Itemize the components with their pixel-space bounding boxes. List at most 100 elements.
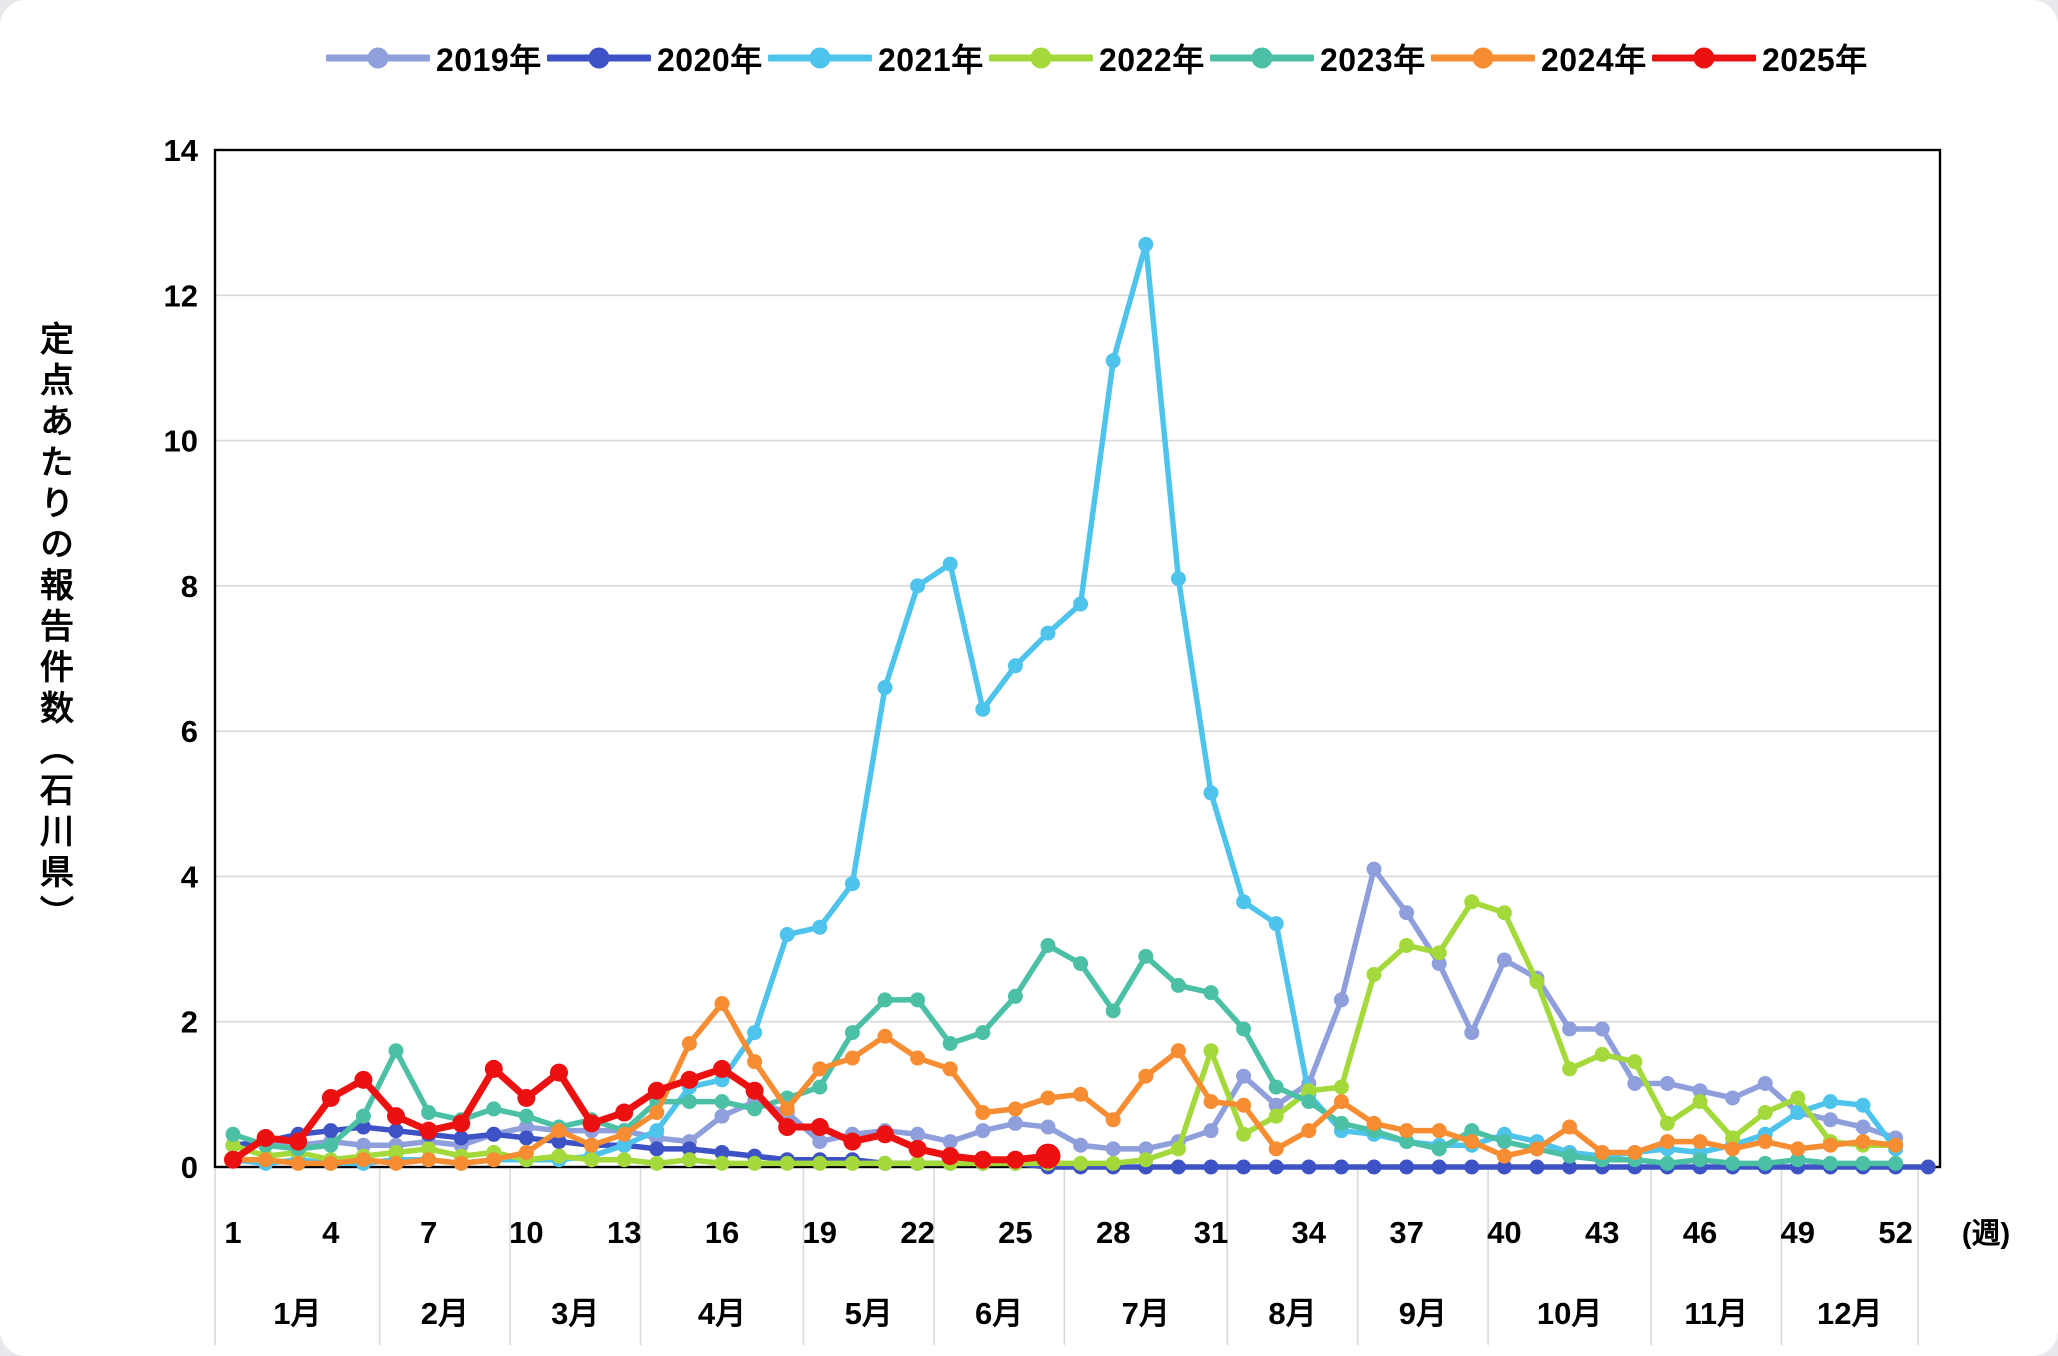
data-point-2020年-w53: [1920, 1159, 1936, 1175]
data-point-2020年-w9: [486, 1126, 502, 1142]
data-point-2023年-w16: [714, 1094, 730, 1110]
data-point-2025年-w14: [647, 1081, 666, 1100]
data-point-2023年-w20: [844, 1025, 860, 1041]
data-point-2022年-w1: [225, 1137, 241, 1153]
data-point-2020年-w5: [355, 1119, 371, 1135]
month-label-2月: 2月: [421, 1296, 469, 1331]
legend-item-2019年: 2019年: [326, 36, 542, 80]
data-point-2024年-w39: [1464, 1134, 1480, 1150]
data-point-2023年-w46: [1692, 1152, 1708, 1168]
data-point-2024年-w42: [1562, 1119, 1578, 1135]
data-point-2022年-w16: [714, 1155, 730, 1171]
data-point-2021年-w32: [1236, 894, 1252, 910]
x-week-label-46: 46: [1683, 1215, 1717, 1250]
month-label-5月: 5月: [845, 1296, 893, 1331]
data-point-2021年-w31: [1203, 785, 1219, 801]
data-point-2022年-w14: [649, 1155, 665, 1171]
data-point-2024年-w52: [1888, 1137, 1904, 1153]
data-point-2019年-w35: [1333, 992, 1349, 1008]
data-point-2024年-w16: [714, 996, 730, 1012]
data-point-2025年-w23: [941, 1147, 960, 1166]
data-point-2022年-w20: [844, 1155, 860, 1171]
data-point-2022年-w18: [779, 1155, 795, 1171]
data-point-2024年-w49: [1790, 1141, 1806, 1157]
legend-marker-icon: [1652, 47, 1756, 69]
month-label-3月: 3月: [551, 1296, 599, 1331]
data-point-2025年-w25: [1006, 1150, 1025, 1169]
data-point-2023年-w48: [1757, 1155, 1773, 1171]
data-point-2020年-w39: [1464, 1159, 1480, 1175]
data-point-2024年-w44: [1627, 1144, 1643, 1160]
data-point-2024年-w5: [355, 1152, 371, 1168]
data-point-2024年-w34: [1301, 1123, 1317, 1139]
data-point-2023年-w21: [877, 992, 893, 1008]
data-point-2023年-w32: [1236, 1021, 1252, 1037]
data-point-2022年-w35: [1333, 1079, 1349, 1095]
data-point-2021年-w27: [1073, 596, 1089, 612]
data-point-2024年-w9: [486, 1152, 502, 1168]
y-tick-label-14: 14: [164, 133, 199, 168]
data-point-2021年-w25: [1007, 658, 1023, 674]
data-point-2021年-w30: [1170, 571, 1186, 587]
data-point-2025年-w8: [452, 1114, 471, 1133]
x-week-label-16: 16: [705, 1215, 739, 1250]
data-point-2024年-w25: [1007, 1101, 1023, 1117]
x-week-label-22: 22: [900, 1215, 934, 1250]
data-point-2023年-w4: [323, 1137, 339, 1153]
data-point-2021年-w51: [1855, 1097, 1871, 1113]
data-point-2025年-w12: [582, 1114, 601, 1133]
data-point-2022年-w38: [1431, 945, 1447, 961]
data-point-2019年-w43: [1594, 1021, 1610, 1037]
data-point-2022年-w43: [1594, 1046, 1610, 1062]
data-point-2020年-w11: [551, 1134, 567, 1150]
data-point-2020年-w30: [1170, 1159, 1186, 1175]
data-point-2019年-w31: [1203, 1123, 1219, 1139]
y-tick-label-2: 2: [181, 1005, 198, 1040]
data-point-2019年-w33: [1268, 1097, 1284, 1113]
data-point-2022年-w13: [616, 1152, 632, 1168]
data-point-2023年-w9: [486, 1101, 502, 1117]
data-point-2021年-w26: [1040, 625, 1056, 641]
data-point-2024年-w29: [1138, 1068, 1154, 1084]
y-tick-label-6: 6: [181, 714, 198, 749]
legend-label: 2024年: [1541, 42, 1647, 78]
data-point-2019年-w39: [1464, 1025, 1480, 1041]
data-point-2023年-w26: [1040, 937, 1056, 953]
data-point-2024年-w37: [1399, 1123, 1415, 1139]
data-point-2022年-w33: [1268, 1108, 1284, 1124]
data-point-2021年-w17: [747, 1025, 763, 1041]
data-point-2021年-w28: [1105, 353, 1121, 369]
data-point-2024年-w45: [1659, 1134, 1675, 1150]
data-point-2024年-w18: [779, 1101, 795, 1117]
data-point-2020年-w15: [681, 1141, 697, 1157]
data-point-2023年-w39: [1464, 1123, 1480, 1139]
data-point-2025年-w13: [615, 1103, 634, 1122]
legend-item-2023年: 2023年: [1210, 36, 1426, 80]
legend-label: 2020年: [657, 42, 763, 78]
month-label-8月: 8月: [1268, 1296, 1316, 1331]
data-point-2024年-w51: [1855, 1134, 1871, 1150]
data-point-2023年-w17: [747, 1101, 763, 1117]
data-point-2021年-w14: [649, 1123, 665, 1139]
data-point-2025年-w17: [745, 1081, 764, 1100]
data-point-2022年-w46: [1692, 1094, 1708, 1110]
data-point-2023年-w49: [1790, 1152, 1806, 1168]
plot-border: [213, 148, 1942, 1169]
legend-marker-icon: [1431, 47, 1535, 69]
legend-item-2020年: 2020年: [547, 36, 763, 80]
x-week-label-37: 37: [1389, 1215, 1423, 1250]
data-point-2022年-w19: [812, 1155, 828, 1171]
data-point-2024年-w14: [649, 1105, 665, 1121]
legend-item-2021年: 2021年: [768, 36, 984, 80]
data-point-2023年-w23: [942, 1036, 958, 1052]
data-point-2022年-w21: [877, 1155, 893, 1171]
legend-label: 2022年: [1099, 42, 1205, 78]
legend-marker-icon: [1210, 47, 1314, 69]
data-point-2021年-w13: [616, 1137, 632, 1153]
data-point-2019年-w44: [1627, 1075, 1643, 1091]
data-point-2019年-w47: [1725, 1090, 1741, 1106]
data-point-2020年-w33: [1268, 1159, 1284, 1175]
data-point-2023年-w19: [812, 1079, 828, 1095]
data-point-2021年-w49: [1790, 1105, 1806, 1121]
